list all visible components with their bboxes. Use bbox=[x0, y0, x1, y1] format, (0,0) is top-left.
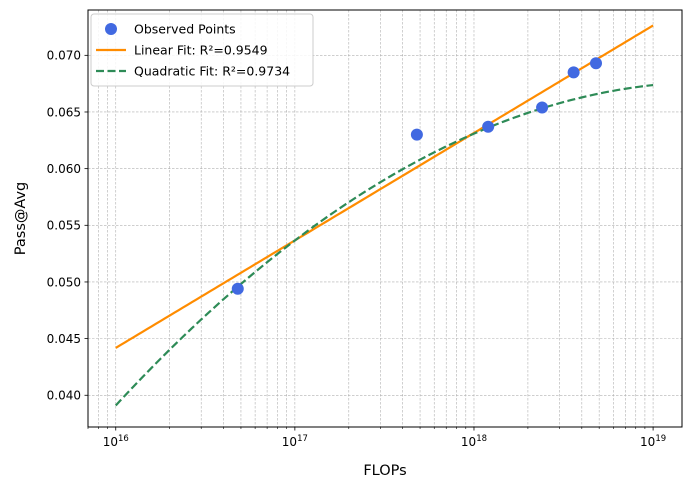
y-tick-label: 0.065 bbox=[47, 105, 81, 119]
plot-area bbox=[114, 24, 654, 407]
legend-marker-observed-points bbox=[105, 23, 117, 35]
y-axis-label: Pass@Avg bbox=[13, 182, 29, 255]
ticks: 0.040 0.045 0.050 0.055 0.060 0.065 0.070 1016 1… bbox=[47, 49, 667, 449]
observed-point bbox=[482, 120, 495, 133]
observed-point bbox=[410, 128, 423, 141]
y-tick-label: 0.055 bbox=[47, 219, 81, 233]
y-tick-label: 0.070 bbox=[47, 49, 81, 63]
y-tick-label: 0.045 bbox=[47, 332, 81, 346]
quadratic-fit-line bbox=[114, 83, 654, 407]
observed-point bbox=[536, 101, 549, 114]
y-tick-label: 0.040 bbox=[47, 389, 81, 403]
observed-point bbox=[590, 57, 603, 70]
observed-point bbox=[231, 282, 244, 295]
x-tick-label: 1017 bbox=[282, 434, 308, 449]
x-tick-label: 1019 bbox=[640, 434, 666, 449]
plot-frame bbox=[87, 9, 683, 428]
legend-label-linear-fit: Linear Fit: R²=0.9549 bbox=[134, 43, 268, 58]
y-tick-label: 0.060 bbox=[47, 162, 81, 176]
legend-label-quadratic-fit: Quadratic Fit: R²=0.9734 bbox=[134, 64, 290, 79]
x-tick-label: 1018 bbox=[461, 434, 487, 449]
legend-label-observed-points: Observed Points bbox=[134, 22, 236, 37]
y-tick-label: 0.050 bbox=[47, 275, 81, 289]
x-tick-label: 1016 bbox=[103, 434, 129, 449]
observed-point bbox=[567, 66, 580, 79]
linear-fit-line bbox=[115, 24, 654, 349]
legend: Observed Points Linear Fit: R²=0.9549 Qu… bbox=[90, 13, 314, 87]
x-axis-label: FLOPs bbox=[363, 463, 406, 479]
legend-box bbox=[90, 13, 314, 87]
